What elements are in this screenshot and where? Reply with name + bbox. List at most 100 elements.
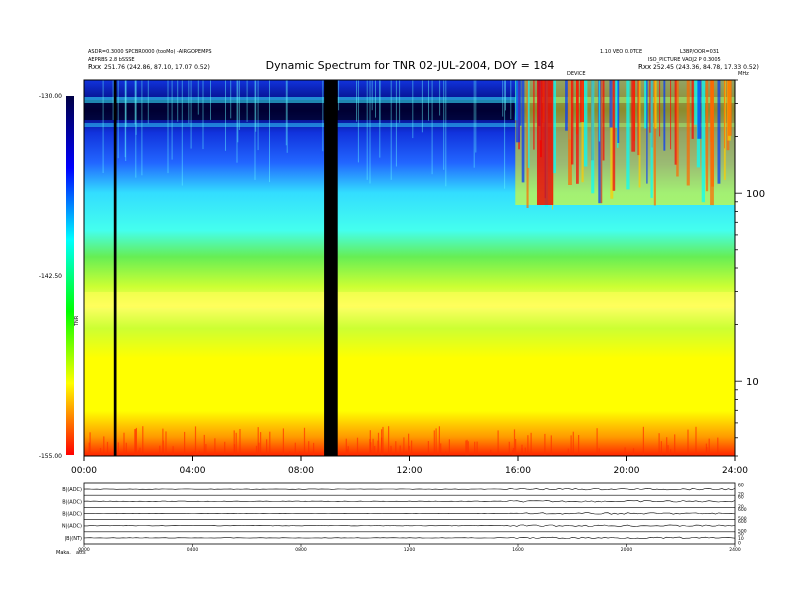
panel-label: B|(ADC) [62, 512, 82, 518]
colorbar-tick-bottom: -155.00 [39, 453, 62, 460]
emission-spike [134, 429, 136, 456]
emission-spike [670, 449, 672, 456]
panel-right-tick: 0 [738, 541, 741, 547]
footer-label: Maka. [56, 550, 71, 556]
activity-streak [654, 80, 657, 129]
emission-spike [299, 451, 301, 456]
cyan-streak [202, 80, 204, 150]
emission-spike [377, 432, 380, 456]
emission-spike [205, 444, 207, 456]
emission-spike [370, 450, 372, 456]
panel-right-tick: 20 [738, 492, 744, 498]
activity-streak [711, 80, 714, 187]
activity-streak [580, 80, 584, 123]
activity-streak [663, 80, 666, 151]
emission-spike [123, 432, 125, 456]
panel-right-tick: 500 [738, 516, 747, 522]
cyan-streak [135, 80, 137, 178]
cyan-streak [375, 80, 376, 118]
data-gaps [113, 80, 338, 456]
emission-spike [106, 441, 109, 456]
emission-spike [235, 432, 237, 456]
activity-streak [533, 80, 535, 150]
emission-spike [258, 442, 260, 456]
panel-right-tick: 600 [738, 519, 747, 525]
header-right-line1a: 1.10 VEO 0.0TCE [600, 49, 642, 55]
cyan-streak [255, 80, 257, 132]
cyan-streak [322, 80, 324, 152]
emission-spike [345, 438, 347, 456]
bright-band [84, 292, 735, 308]
cyan-streak [177, 80, 179, 122]
cyan-streak [236, 80, 238, 163]
y-tick-label: 100 [746, 189, 765, 200]
emission-spike [467, 441, 469, 456]
cyan-streak [257, 80, 259, 151]
cyan-streak [124, 80, 126, 158]
emission-spike [466, 439, 468, 456]
x-tick-label: 16:00 [505, 466, 531, 476]
activity-streak [691, 80, 694, 139]
emission-spike [214, 438, 216, 456]
emission-spike [374, 446, 376, 456]
cyan-streak [246, 80, 248, 122]
activity-streak [602, 80, 605, 161]
emission-spike [117, 442, 119, 456]
activity-streak [653, 80, 656, 206]
activity-streak [724, 80, 725, 149]
activity-streak [644, 80, 648, 129]
x-tick-label: 04:00 [180, 466, 206, 476]
activity-streak [591, 80, 595, 194]
activity-streak [600, 80, 603, 203]
emission-spike [282, 428, 284, 456]
emission-spike [337, 451, 340, 456]
spectrogram-features [84, 80, 735, 456]
cyan-streak [286, 80, 288, 153]
activity-streak [598, 80, 603, 204]
emission-spike [191, 452, 193, 456]
panel-right-tick: 20 [738, 504, 744, 510]
emission-spike [388, 426, 390, 456]
emission-spike [435, 428, 437, 456]
y-tick-label: 10 [746, 377, 759, 388]
panel-trace [83, 487, 736, 491]
emission-spike [438, 426, 440, 456]
panel-label: N|(ADC) [62, 524, 82, 530]
emission-spike [162, 428, 164, 456]
cyan-streak [502, 80, 504, 117]
header-right-line2: ISO_PICTURE VAOJ2 P 0.3005 [648, 57, 721, 63]
emission-spike [717, 437, 719, 456]
emission-spike [667, 445, 669, 456]
cyan-streak [366, 80, 368, 180]
cyan-streak [230, 80, 232, 119]
cyan-streak [504, 80, 506, 189]
panel-trace [83, 500, 736, 503]
activity-streak [676, 80, 679, 177]
colorbar-axis-label: TNR [74, 315, 80, 327]
cyan-streak [225, 80, 226, 151]
emission-spike [408, 433, 410, 456]
activity-streak [659, 80, 661, 137]
emission-spike [530, 432, 532, 456]
lower-x-tick-label: 0800 [295, 547, 307, 553]
emission-spike [570, 435, 572, 456]
emission-spike [135, 427, 137, 456]
lower-x-tick-label: 0000 [78, 547, 90, 553]
header-right-line1b: L3BP/OOR=031 [680, 49, 719, 55]
emission-spike [224, 441, 226, 456]
cyan-streak [238, 80, 240, 130]
cyan-streak [141, 80, 143, 176]
activity-streak [516, 80, 520, 143]
cyan-streak [188, 80, 190, 124]
cyan-streak [399, 80, 401, 123]
emission-spike [260, 432, 262, 456]
emission-spike [165, 431, 167, 456]
emission-spike [550, 435, 552, 456]
activity-streak [568, 80, 572, 185]
emission-spike [184, 431, 186, 456]
cyan-streak [421, 80, 423, 133]
emission-spike [313, 442, 315, 456]
lower-x-tick-label: 1200 [404, 547, 416, 553]
cyan-streak [135, 80, 137, 135]
cyan-streak [147, 80, 149, 124]
